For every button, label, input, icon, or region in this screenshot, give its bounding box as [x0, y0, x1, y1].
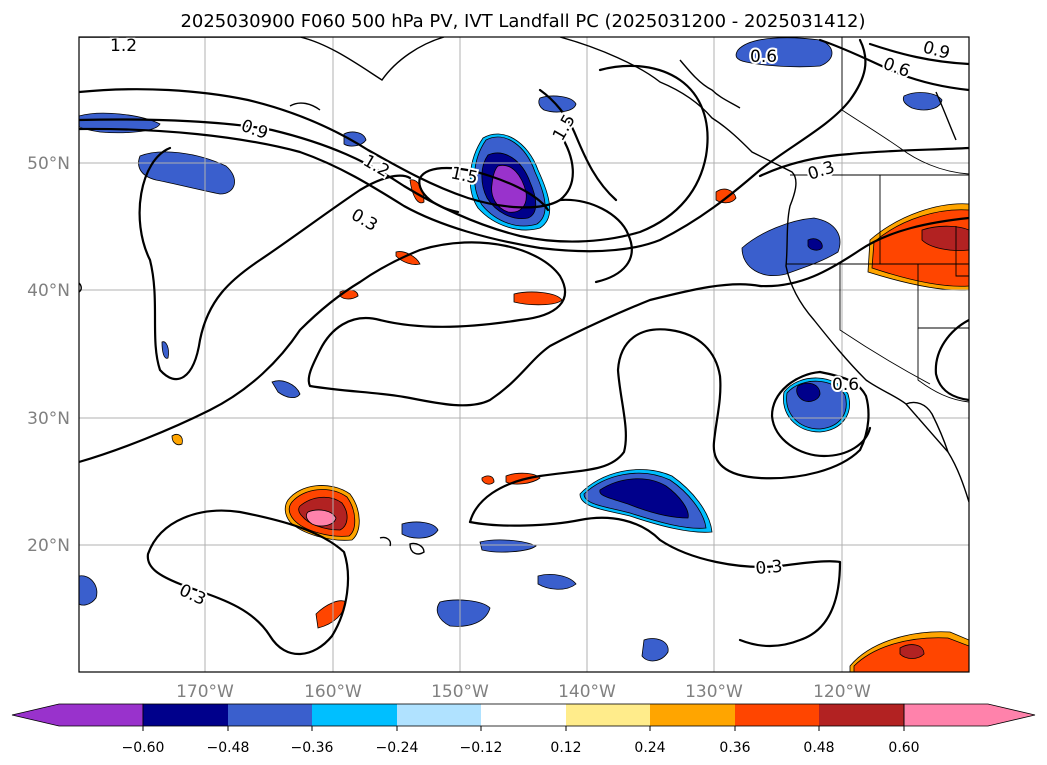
- lon-label: 130°W: [685, 682, 743, 702]
- pv-negative-patch: [599, 478, 689, 519]
- colorbar-tick-label: −0.48: [207, 740, 250, 756]
- pv-negative-patch: [735, 37, 833, 68]
- contour-label: 0.3: [755, 557, 784, 579]
- colorbar-tick-label: −0.60: [122, 740, 165, 756]
- contour-label: 1.2: [110, 36, 137, 56]
- colorbar-segment: [143, 704, 228, 726]
- pv-negative-patch: [902, 92, 943, 111]
- lon-label: 150°W: [431, 682, 489, 702]
- colorbar-extend-high: [903, 703, 1036, 727]
- lat-label: 40°N: [27, 281, 70, 301]
- colorbar-tick-label: 0.36: [719, 740, 750, 756]
- pv-negative-patch: [796, 382, 821, 402]
- colorbar-segment: [481, 704, 566, 726]
- lon-label: 120°W: [813, 682, 871, 702]
- colorbar-tick-label: 0.24: [634, 740, 665, 756]
- colorbar: −0.60 −0.48 −0.36 −0.24 −0.12 0.12 0.24 …: [11, 703, 1036, 756]
- lon-label: 160°W: [304, 682, 362, 702]
- lon-label: 170°W: [176, 682, 234, 702]
- colorbar-extend-low: [11, 703, 144, 727]
- pv-negative-patch: [641, 638, 669, 662]
- lat-label: 30°N: [27, 409, 70, 429]
- colorbar-segment: [566, 704, 650, 726]
- longitude-labels: 170°W 160°W 150°W 140°W 130°W 120°W: [176, 682, 871, 702]
- pv-positive-patch: [305, 509, 337, 527]
- figure-title: 2025030900 F060 500 hPa PV, IVT Landfall…: [180, 11, 865, 32]
- pv-positive-patch: [481, 475, 495, 485]
- colorbar-segment: [735, 704, 819, 726]
- pv-positive-patch: [171, 434, 183, 446]
- lat-label: 20°N: [27, 536, 70, 556]
- map-panel: 1.2 0.9 1.2 0.3 1.5 1.5 0.6 0.6 0.9 0.3 …: [78, 36, 970, 673]
- lat-label: 50°N: [27, 154, 70, 174]
- pv-negative-patch: [537, 574, 577, 590]
- borders: [786, 37, 969, 403]
- colorbar-segment: [228, 704, 312, 726]
- colorbar-tick-label: 0.60: [888, 740, 919, 756]
- colorbar-tick-label: −0.24: [376, 740, 419, 756]
- pv-negative-patch: [79, 575, 98, 606]
- pv-positive-patch: [899, 644, 925, 659]
- pv-negative-patch: [161, 341, 169, 359]
- pv-negative-patch: [436, 599, 491, 627]
- contour-label: 0.6: [832, 375, 859, 395]
- contour-label: 0.6: [750, 47, 777, 67]
- pv-positive-patch: [921, 225, 969, 251]
- pv-negative-patch: [741, 217, 841, 276]
- colorbar-segment: [819, 704, 904, 726]
- colorbar-tick-label: 0.48: [803, 740, 834, 756]
- colorbar-segment: [397, 704, 481, 726]
- colorbar-tick-label: 0.12: [550, 740, 581, 756]
- shaded-patches: [79, 37, 969, 672]
- colorbar-tick-label: −0.36: [291, 740, 334, 756]
- colorbar-segment: [650, 704, 735, 726]
- pv-negative-patch: [271, 380, 301, 398]
- pv-negative-patch: [401, 521, 439, 539]
- pv-negative-patch: [479, 539, 537, 553]
- pv-positive-patch: [513, 291, 563, 306]
- contours: [79, 38, 969, 656]
- colorbar-segment: [312, 704, 397, 726]
- pv-negative-patch: [807, 238, 823, 251]
- coastlines: [79, 37, 969, 555]
- latitude-labels: 50°N 40°N 30°N 20°N: [27, 154, 70, 556]
- lon-label: 140°W: [558, 682, 616, 702]
- pv-negative-patch: [343, 131, 367, 147]
- colorbar-tick-label: −0.12: [460, 740, 503, 756]
